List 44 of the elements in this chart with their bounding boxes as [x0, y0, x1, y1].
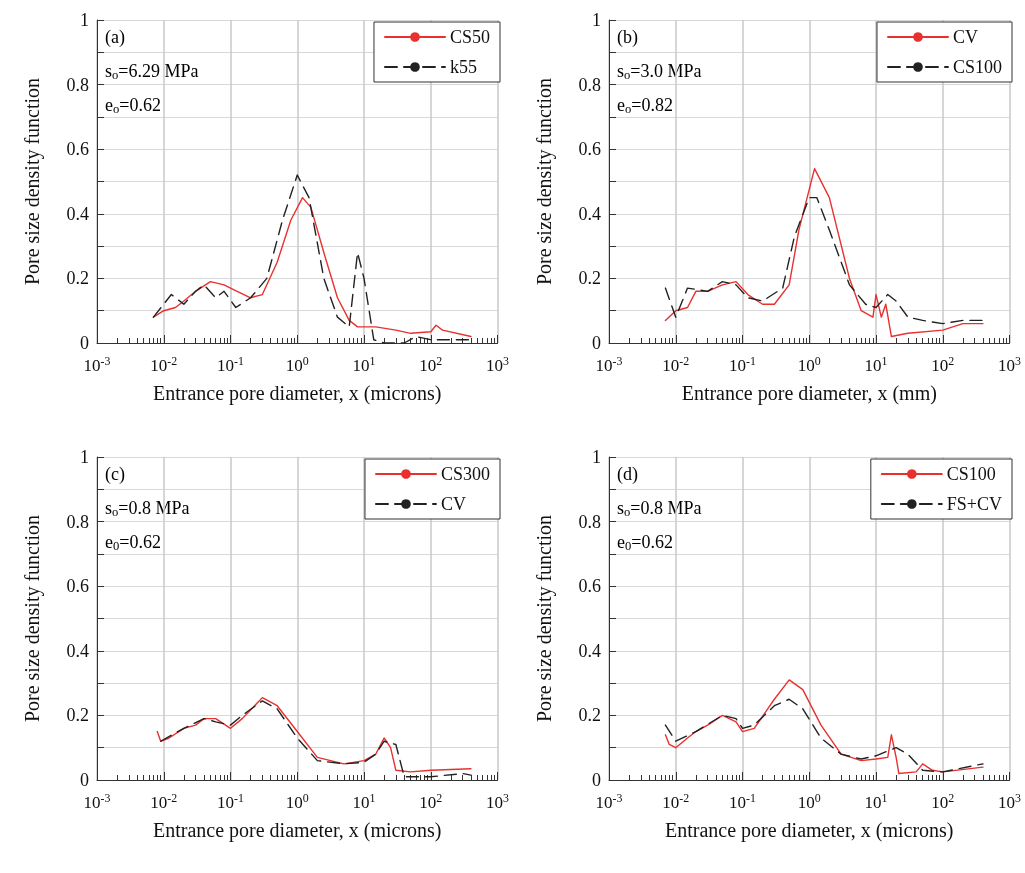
legend-label: CV: [952, 27, 978, 47]
legend-label: CV: [440, 494, 466, 514]
legend-label: CS300: [440, 464, 491, 484]
y-axis-title: Pore size density function: [21, 514, 44, 723]
y-tick-label: 0: [80, 770, 89, 790]
y-tick-label: 0.2: [578, 705, 601, 726]
y-tick-label: 0.6: [66, 139, 89, 160]
y-tick-label: 0.8: [66, 511, 89, 532]
y-tick-label: 0.2: [66, 268, 89, 289]
legend-label: CS100: [952, 57, 1003, 77]
y-tick-label: 0.4: [66, 640, 89, 661]
y-tick-label: 0: [592, 770, 601, 790]
y-tick-label: 1: [592, 447, 601, 467]
annotation: (d): [617, 464, 638, 485]
y-tick-label: 0: [80, 333, 89, 353]
y-tick-label: 0.8: [578, 511, 601, 532]
x-axis-title: Entrance pore diameter, x (microns): [665, 819, 954, 842]
y-axis-title: Pore size density function: [533, 514, 556, 723]
y-tick-label: 0.4: [578, 640, 601, 661]
y-tick-label: 0: [592, 333, 601, 353]
y-tick-label: 0.8: [66, 74, 89, 95]
legend-label: FS+CV: [946, 494, 1003, 514]
y-axis-title: Pore size density function: [533, 77, 556, 286]
annotation: (c): [105, 464, 125, 485]
legend-label: CS100: [946, 464, 996, 484]
y-tick-label: 0.8: [578, 74, 601, 95]
annotation: (a): [105, 27, 125, 48]
y-tick-label: 1: [80, 447, 89, 467]
x-axis-title: Entrance pore diameter, x (microns): [153, 819, 442, 842]
y-tick-label: 0.6: [66, 576, 89, 597]
y-tick-label: 0.6: [578, 576, 601, 597]
y-tick-label: 0.4: [66, 203, 89, 224]
y-tick-label: 0.2: [578, 268, 601, 289]
legend-label: CS50: [449, 27, 491, 47]
y-tick-label: 0.6: [578, 139, 601, 160]
x-axis-title: Entrance pore diameter, x (mm): [681, 382, 937, 405]
annotation: (b): [617, 27, 638, 48]
y-tick-label: 0.4: [578, 203, 601, 224]
y-tick-label: 1: [80, 10, 89, 30]
legend-label: k55: [449, 57, 477, 77]
y-tick-label: 1: [592, 10, 601, 30]
y-tick-label: 0.2: [66, 705, 89, 726]
y-axis-title: Pore size density function: [21, 77, 44, 286]
x-axis-title: Entrance pore diameter, x (microns): [153, 382, 442, 405]
